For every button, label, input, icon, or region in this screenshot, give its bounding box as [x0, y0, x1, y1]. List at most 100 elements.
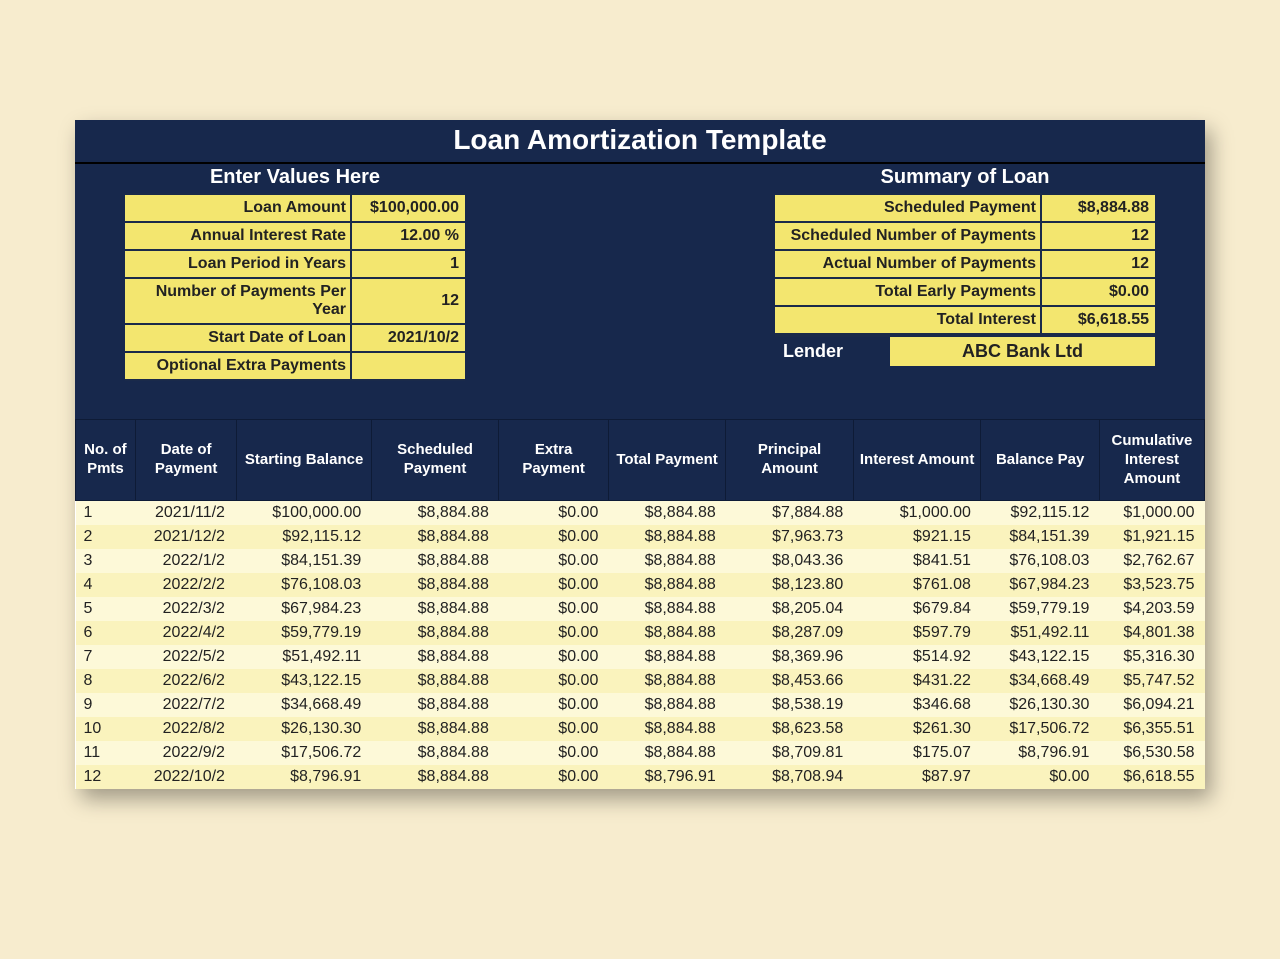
- summary-label: Scheduled Number of Payments: [775, 223, 1040, 249]
- summary-label: Total Interest: [775, 307, 1040, 333]
- table-cell: $7,884.88: [726, 501, 854, 526]
- table-cell: $0.00: [499, 765, 609, 789]
- table-cell: $92,115.12: [237, 525, 371, 549]
- table-cell: $8,796.91: [237, 765, 371, 789]
- input-value[interactable]: 12: [350, 279, 465, 323]
- table-row: 122022/10/2$8,796.91$8,884.88$0.00$8,796…: [76, 765, 1205, 789]
- summary-label: Scheduled Payment: [775, 195, 1040, 221]
- summary-row: Total Interest$6,618.55: [775, 307, 1155, 335]
- table-cell: $8,043.36: [726, 549, 854, 573]
- table-cell: $0.00: [499, 549, 609, 573]
- table-row: 22021/12/2$92,115.12$8,884.88$0.00$8,884…: [76, 525, 1205, 549]
- table-cell: $8,884.88: [371, 573, 499, 597]
- table-cell: $261.30: [853, 717, 981, 741]
- table-cell: $6,530.58: [1099, 741, 1204, 765]
- inputs-panel: Enter Values Here Loan Amount$100,000.00…: [125, 164, 465, 381]
- inputs-rows: Loan Amount$100,000.00Annual Interest Ra…: [125, 193, 465, 381]
- column-header: No. of Pmts: [76, 420, 136, 501]
- summary-label: Total Early Payments: [775, 279, 1040, 305]
- table-cell: $8,796.91: [608, 765, 725, 789]
- inputs-row: Annual Interest Rate12.00 %: [125, 223, 465, 251]
- table-cell: 5: [76, 597, 136, 621]
- table-cell: 10: [76, 717, 136, 741]
- table-cell: $5,747.52: [1099, 669, 1204, 693]
- summary-row: Actual Number of Payments12: [775, 251, 1155, 279]
- table-cell: 2022/4/2: [135, 621, 237, 645]
- input-value[interactable]: 1: [350, 251, 465, 277]
- table-cell: $0.00: [499, 645, 609, 669]
- table-cell: $8,884.88: [371, 693, 499, 717]
- summary-value: 12: [1040, 251, 1155, 277]
- table-cell: $6,355.51: [1099, 717, 1204, 741]
- input-label: Loan Amount: [125, 195, 350, 221]
- lender-value: ABC Bank Ltd: [890, 337, 1155, 366]
- table-cell: $5,316.30: [1099, 645, 1204, 669]
- table-cell: $0.00: [499, 717, 609, 741]
- table-cell: $0.00: [499, 741, 609, 765]
- table-cell: 6: [76, 621, 136, 645]
- table-cell: $0.00: [499, 573, 609, 597]
- input-value[interactable]: 2021/10/2: [350, 325, 465, 351]
- table-cell: $8,884.88: [371, 501, 499, 526]
- column-header: Total Payment: [608, 420, 725, 501]
- table-cell: $8,287.09: [726, 621, 854, 645]
- table-cell: $8,884.88: [371, 645, 499, 669]
- input-value[interactable]: $100,000.00: [350, 195, 465, 221]
- table-cell: 2021/12/2: [135, 525, 237, 549]
- summary-row: Total Early Payments$0.00: [775, 279, 1155, 307]
- table-cell: $92,115.12: [981, 501, 1100, 526]
- input-value[interactable]: [350, 353, 465, 379]
- lender-label: Lender: [775, 337, 890, 366]
- table-cell: $8,453.66: [726, 669, 854, 693]
- input-value[interactable]: 12.00 %: [350, 223, 465, 249]
- table-cell: $8,884.88: [608, 717, 725, 741]
- summary-label: Actual Number of Payments: [775, 251, 1040, 277]
- table-cell: $0.00: [981, 765, 1100, 789]
- table-cell: $67,984.23: [981, 573, 1100, 597]
- table-cell: $8,884.88: [371, 765, 499, 789]
- table-cell: $8,884.88: [371, 525, 499, 549]
- table-cell: $4,203.59: [1099, 597, 1204, 621]
- table-cell: $8,884.88: [371, 621, 499, 645]
- table-cell: $76,108.03: [981, 549, 1100, 573]
- inputs-row: Start Date of Loan2021/10/2: [125, 325, 465, 353]
- table-cell: 2022/2/2: [135, 573, 237, 597]
- table-cell: 2022/8/2: [135, 717, 237, 741]
- inputs-row: Optional Extra Payments: [125, 353, 465, 381]
- table-cell: $59,779.19: [981, 597, 1100, 621]
- table-cell: $8,884.88: [608, 573, 725, 597]
- table-cell: $761.08: [853, 573, 981, 597]
- table-cell: $8,884.88: [608, 741, 725, 765]
- table-cell: $0.00: [499, 669, 609, 693]
- top-panels: Enter Values Here Loan Amount$100,000.00…: [75, 164, 1205, 419]
- table-cell: $8,884.88: [608, 645, 725, 669]
- table-cell: 2022/10/2: [135, 765, 237, 789]
- table-cell: $8,884.88: [608, 501, 725, 526]
- summary-value: $6,618.55: [1040, 307, 1155, 333]
- table-cell: $8,796.91: [981, 741, 1100, 765]
- table-cell: $1,000.00: [853, 501, 981, 526]
- table-cell: $17,506.72: [237, 741, 371, 765]
- table-cell: $8,884.88: [608, 621, 725, 645]
- table-cell: $34,668.49: [981, 669, 1100, 693]
- table-cell: $8,538.19: [726, 693, 854, 717]
- table-cell: 2: [76, 525, 136, 549]
- table-cell: $26,130.30: [237, 717, 371, 741]
- table-cell: 2022/3/2: [135, 597, 237, 621]
- table-cell: $43,122.15: [237, 669, 371, 693]
- template-title: Loan Amortization Template: [75, 120, 1205, 164]
- inputs-row: Loan Amount$100,000.00: [125, 193, 465, 223]
- input-label: Start Date of Loan: [125, 325, 350, 351]
- column-header: Balance Pay: [981, 420, 1100, 501]
- table-cell: $43,122.15: [981, 645, 1100, 669]
- table-cell: 2022/6/2: [135, 669, 237, 693]
- table-cell: $514.92: [853, 645, 981, 669]
- table-cell: $8,884.88: [608, 525, 725, 549]
- inputs-row: Loan Period in Years1: [125, 251, 465, 279]
- table-cell: 2022/7/2: [135, 693, 237, 717]
- column-header: Principal Amount: [726, 420, 854, 501]
- table-header-row: No. of PmtsDate of PaymentStarting Balan…: [76, 420, 1205, 501]
- table-cell: $8,884.88: [371, 669, 499, 693]
- table-cell: $87.97: [853, 765, 981, 789]
- table-cell: $597.79: [853, 621, 981, 645]
